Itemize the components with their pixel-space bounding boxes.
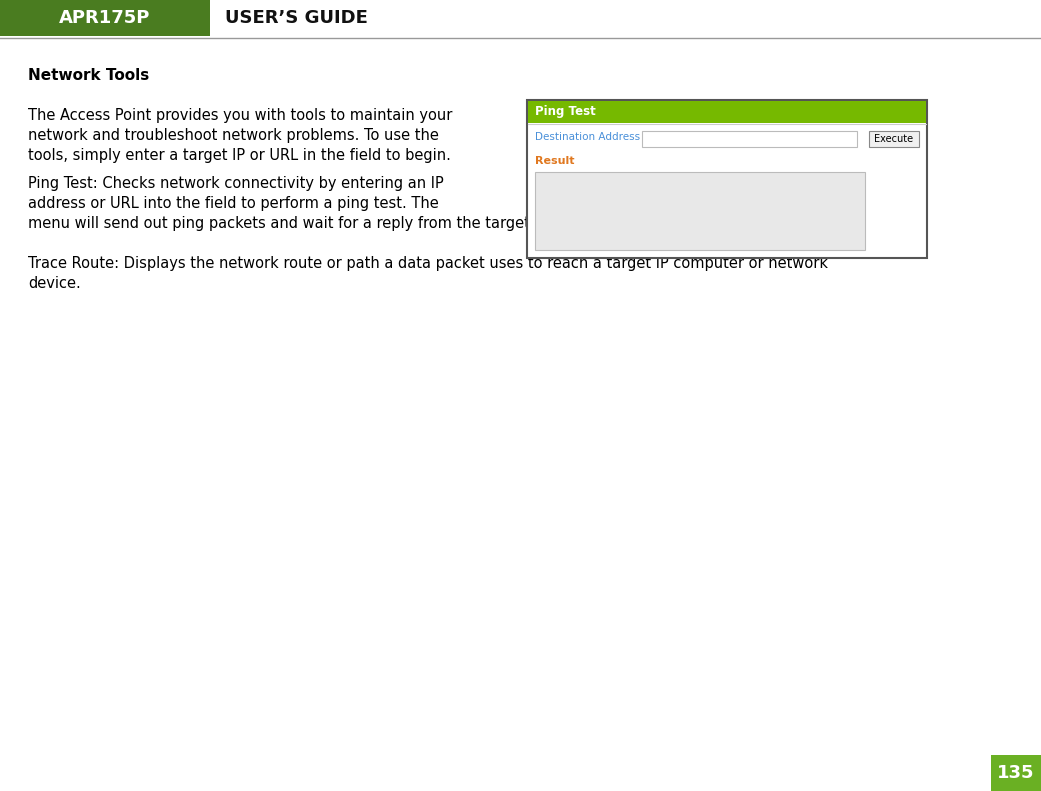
Text: tools, simply enter a target IP or URL in the field to begin.: tools, simply enter a target IP or URL i… (28, 148, 451, 163)
Bar (210, 0, 1041, 36)
Text: Ping Test: Checks network connectivity by entering an IP: Ping Test: Checks network connectivity b… (28, 176, 443, 191)
Text: Ping Test: Ping Test (535, 105, 595, 119)
Text: Destination Address: Destination Address (535, 132, 640, 142)
Text: 135: 135 (997, 764, 1035, 782)
Text: APR175P: APR175P (59, 9, 151, 27)
Text: Trace Route: Displays the network route or path a data packet uses to reach a ta: Trace Route: Displays the network route … (28, 256, 828, 271)
Text: address or URL into the field to perform a ping test. The: address or URL into the field to perform… (28, 196, 438, 211)
Text: device.: device. (28, 276, 81, 291)
Text: menu will send out ping packets and wait for a reply from the target IP computer: menu will send out ping packets and wait… (28, 216, 764, 231)
Text: network and troubleshoot network problems. To use the: network and troubleshoot network problem… (28, 128, 439, 143)
Text: USER’S GUIDE: USER’S GUIDE (225, 9, 367, 27)
Text: Result: Result (535, 156, 575, 166)
Bar (535, 172, 865, 250)
Bar (991, 755, 1041, 791)
Bar (642, 131, 857, 147)
Bar (0, 0, 210, 36)
Text: Network Tools: Network Tools (28, 68, 149, 83)
Bar (869, 131, 919, 147)
Text: Execute: Execute (874, 134, 914, 144)
Bar (527, 100, 926, 258)
Text: The Access Point provides you with tools to maintain your: The Access Point provides you with tools… (28, 108, 453, 123)
Bar (528, 101, 926, 123)
